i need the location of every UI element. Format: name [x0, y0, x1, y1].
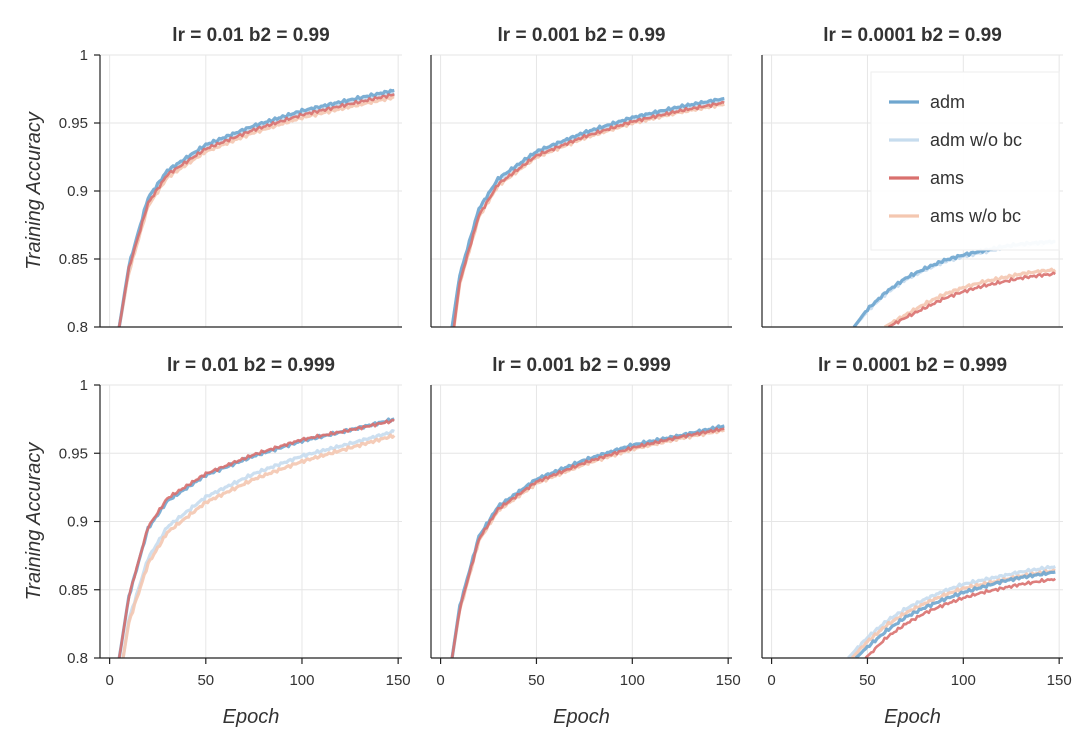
panel-6: lr = 0.0001 b2 = 0.999 0 50 100 150 Epoch	[761, 355, 1072, 728]
y-tick-label: 0.8	[67, 319, 88, 336]
series-line-ams	[887, 271, 1056, 327]
y-tick-label: 0.85	[59, 582, 88, 599]
series-line-adm-w-o-bc	[847, 564, 1056, 658]
series-group	[847, 564, 1057, 658]
panel-5: lr = 0.001 b2 = 0.999 0 50 100 150 Epoch	[430, 355, 741, 728]
x-tick-label: 0	[436, 672, 444, 689]
legend-label: adm	[930, 92, 965, 112]
x-axis-label: Epoch	[884, 706, 941, 728]
x-tick-label: 100	[289, 672, 314, 689]
x-tick-label: 100	[951, 672, 976, 689]
x-tick-label: 50	[859, 672, 876, 689]
y-axis-label: Training Accuracy	[23, 111, 45, 270]
panels: lr = 0.01 b2 = 0.99 0.8 0.85 0.9 0.95 1 Traini…	[23, 25, 1072, 728]
series-line-ams	[117, 93, 395, 327]
x-tick-label: 100	[620, 672, 645, 689]
y-tick-label: 0.85	[59, 251, 88, 268]
panel-title: lr = 0.0001 b2 = 0.999	[818, 355, 1007, 376]
series-line-ams-w-o-bc	[883, 267, 1057, 327]
series-group	[450, 96, 725, 327]
panel-title: lr = 0.0001 b2 = 0.99	[823, 25, 1002, 46]
series-line-ams	[450, 427, 725, 658]
panel-title: lr = 0.001 b2 = 0.999	[492, 355, 671, 376]
panel-1: lr = 0.01 b2 = 0.99 0.8 0.85 0.9 0.95 1 Traini…	[23, 25, 402, 336]
x-tick-label: 0	[105, 672, 113, 689]
y-tick-label: 0.95	[59, 445, 88, 462]
y-tick-label: 0.95	[59, 115, 88, 132]
y-tick-label: 0.8	[67, 650, 88, 667]
series-line-adm	[854, 570, 1056, 658]
x-tick-label: 150	[386, 672, 411, 689]
legend-label: adm w/o bc	[930, 130, 1022, 150]
legend: adm adm w/o bc ams ams w/o bc	[870, 71, 1060, 251]
series-line-adm-w-o-bc	[121, 429, 395, 658]
series-line-adm	[450, 96, 725, 327]
panel-title: lr = 0.01 b2 = 0.999	[167, 355, 335, 376]
series-line-ams	[117, 418, 395, 658]
panel-4: lr = 0.01 b2 = 0.999 0.8 0.85 0.9 0.95 1 Train…	[23, 355, 411, 728]
y-axis-label: Training Accuracy	[23, 442, 45, 601]
series-line-ams-w-o-bc	[121, 433, 396, 658]
legend-label: ams w/o bc	[930, 206, 1021, 226]
panel-title: lr = 0.001 b2 = 0.99	[498, 25, 666, 46]
series-line-ams	[864, 577, 1057, 658]
x-tick-label: 50	[197, 672, 214, 689]
series-group	[117, 417, 396, 658]
y-tick-label: 1	[80, 47, 88, 64]
y-tick-label: 0.9	[67, 183, 88, 200]
series-line-ams	[452, 100, 725, 327]
x-tick-label: 150	[716, 672, 741, 689]
y-tick-label: 1	[80, 377, 88, 394]
x-tick-label: 0	[767, 672, 775, 689]
panel-2: lr = 0.001 b2 = 0.99	[430, 25, 732, 328]
panel-title: lr = 0.01 b2 = 0.99	[172, 25, 329, 46]
series-group	[117, 88, 396, 327]
x-tick-label: 50	[528, 672, 545, 689]
legend-label: ams	[930, 168, 964, 188]
y-tick-label: 0.9	[67, 514, 88, 531]
x-axis-label: Epoch	[553, 706, 610, 728]
series-line-adm	[117, 88, 395, 327]
x-axis-label: Epoch	[223, 706, 280, 728]
series-group	[450, 424, 725, 658]
x-tick-label: 150	[1047, 672, 1072, 689]
